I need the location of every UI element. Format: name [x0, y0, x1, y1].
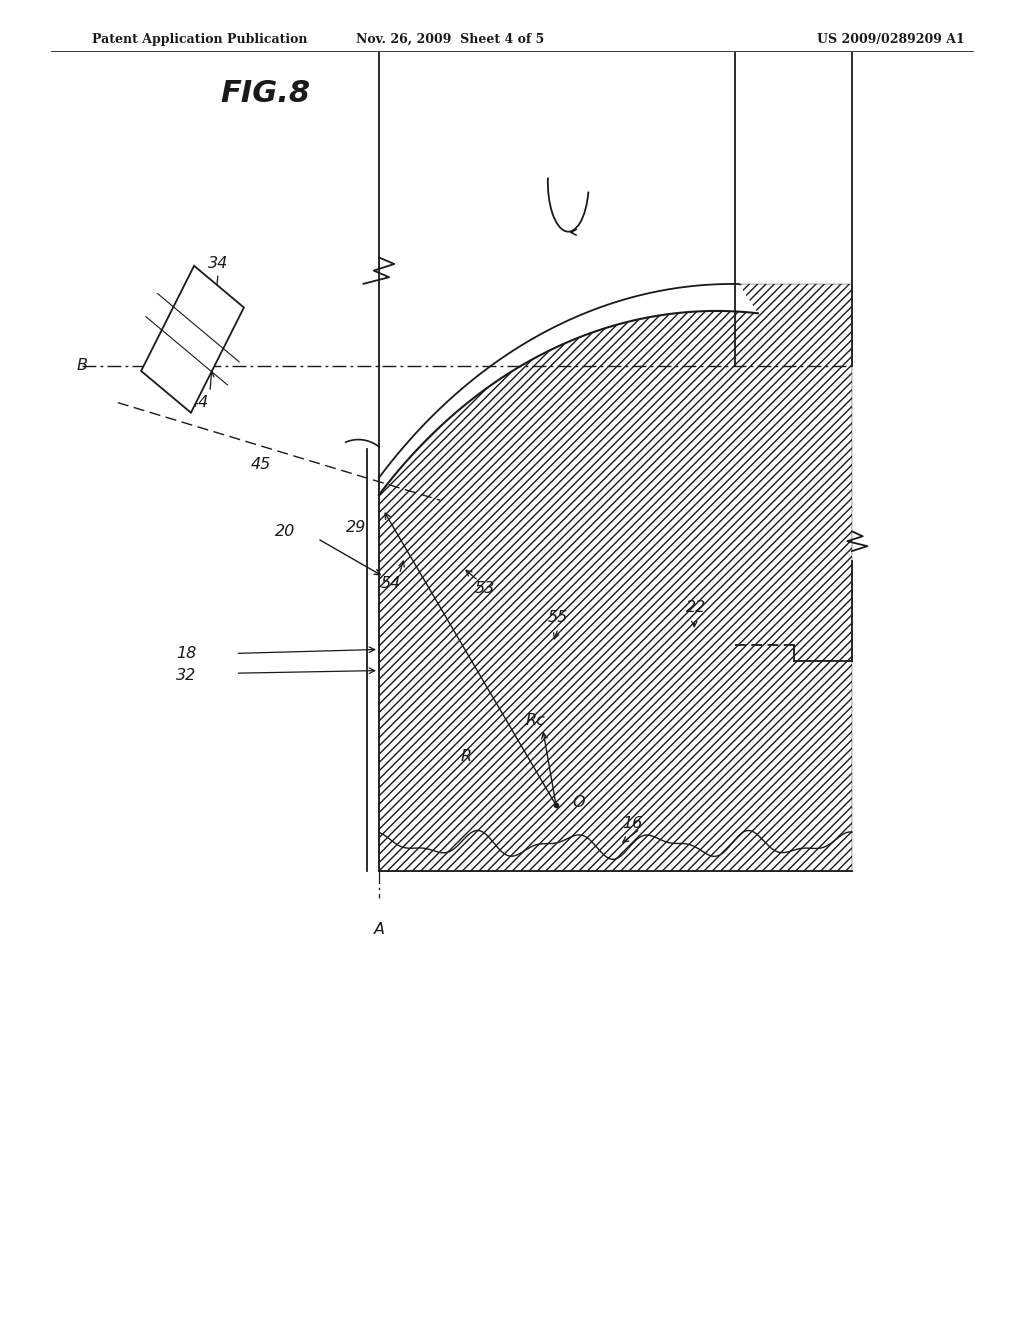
Polygon shape [379, 284, 758, 495]
Text: 16: 16 [623, 816, 643, 832]
Text: Nov. 26, 2009  Sheet 4 of 5: Nov. 26, 2009 Sheet 4 of 5 [356, 33, 545, 46]
Text: FIG.8: FIG.8 [220, 79, 310, 108]
Polygon shape [141, 265, 244, 413]
Text: Rc: Rc [525, 713, 546, 729]
Text: A: A [374, 921, 384, 937]
Text: 45: 45 [251, 457, 271, 473]
Text: 53: 53 [474, 581, 495, 597]
Text: R: R [461, 748, 471, 764]
Text: 29: 29 [346, 520, 367, 536]
Text: 44: 44 [188, 395, 209, 411]
Text: 22: 22 [686, 599, 707, 615]
Text: 32: 32 [176, 668, 197, 684]
Text: 55: 55 [548, 610, 568, 626]
Text: B: B [77, 358, 88, 374]
Text: US 2009/0289209 A1: US 2009/0289209 A1 [817, 33, 965, 46]
Text: 20: 20 [274, 524, 295, 540]
Text: O: O [572, 795, 585, 810]
Text: 18: 18 [176, 645, 197, 661]
Text: 54: 54 [381, 576, 401, 591]
Text: Patent Application Publication: Patent Application Publication [92, 33, 307, 46]
Text: 34: 34 [208, 256, 228, 272]
Polygon shape [379, 284, 852, 871]
